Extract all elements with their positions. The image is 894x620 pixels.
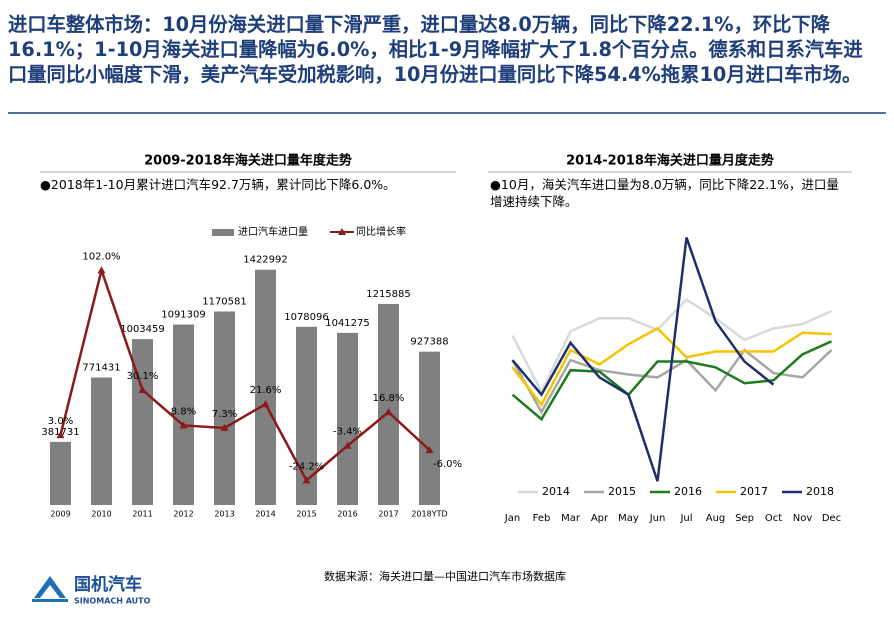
value-label: 1078096 — [284, 312, 329, 323]
bar — [132, 339, 153, 505]
x-tick-label: 2016 — [337, 510, 357, 519]
value-label: 21.6% — [250, 385, 282, 396]
legend-label: 2015 — [608, 485, 636, 498]
logo-icon — [32, 576, 68, 602]
value-label: 1091309 — [161, 310, 206, 321]
x-tick-label: 2014 — [255, 510, 275, 519]
bar — [255, 269, 276, 505]
bar — [50, 441, 71, 505]
logo-name: 国机汽车 — [74, 574, 142, 595]
x-tick-label: 2018YTD — [411, 510, 447, 519]
line — [59, 265, 431, 483]
legend-label: 同比增长率 — [356, 225, 406, 238]
value-label: 102.0% — [82, 251, 120, 262]
x-tick-label: Nov — [793, 513, 813, 524]
value-label: 1215885 — [366, 289, 411, 300]
x-tick-label: Feb — [533, 513, 551, 524]
x-tick-label: 2010 — [91, 510, 111, 519]
marker — [384, 408, 393, 416]
x-tick-label: May — [618, 513, 639, 524]
legend-swatch — [212, 229, 234, 236]
x-tick-label: Sep — [735, 513, 754, 524]
legend-label: 2016 — [674, 485, 702, 498]
chart-note: ●10月，海关汽车进口量为8.0万辆，同比下降22.1%，进口量增速持续下降。 — [490, 177, 839, 209]
value-label: 3.0% — [48, 416, 73, 427]
value-label: 8.8% — [171, 406, 196, 417]
value-label: 1003459 — [120, 324, 165, 335]
x-tick-label: 2015 — [296, 510, 316, 519]
marker — [343, 441, 352, 449]
marker — [56, 431, 65, 439]
value-label: -6.0% — [433, 459, 462, 470]
bar — [91, 377, 112, 505]
x-tick-label: Oct — [765, 513, 782, 524]
value-label: 1170581 — [202, 296, 247, 307]
logo-english: SINOMACH AUTO — [74, 597, 151, 606]
chart-note: ●2018年1-10月累计进口汽车92.7万辆，累计同比下降6.0%。 — [40, 177, 396, 192]
chart-title: 2009-2018年海关进口量年度走势 — [144, 153, 352, 169]
chart-title: 2014-2018年海关进口量月度走势 — [566, 153, 774, 169]
marker — [302, 476, 311, 484]
line — [511, 326, 832, 408]
x-tick-label: Apr — [591, 513, 609, 524]
x-tick-label: Jan — [504, 513, 520, 524]
legend-label: 进口汽车进口量 — [238, 225, 308, 238]
bar — [296, 326, 317, 505]
bar — [378, 303, 399, 505]
x-tick-label: Aug — [706, 513, 726, 524]
bar — [419, 351, 440, 505]
x-tick-label: 2011 — [132, 510, 152, 519]
bar — [214, 311, 235, 505]
x-tick-label: 2009 — [50, 510, 70, 519]
value-label: 927388 — [410, 337, 448, 348]
legend-label: 2018 — [806, 485, 834, 498]
value-label: 771431 — [82, 362, 120, 373]
source: 数据来源：海关进口量—中国进口汽车市场数据库 — [324, 569, 566, 583]
x-tick-label: 2017 — [378, 510, 398, 519]
x-tick-label: Jul — [679, 513, 692, 524]
value-label: 30.1% — [127, 371, 159, 382]
x-tick-label: Jun — [649, 513, 666, 524]
value-label: 7.3% — [212, 409, 237, 420]
value-label: -3.4% — [333, 427, 362, 438]
bar — [337, 332, 358, 505]
x-tick-label: 2013 — [214, 510, 234, 519]
legend-label: 2014 — [542, 485, 570, 498]
bar — [173, 324, 194, 505]
value-label: 1422992 — [243, 255, 288, 266]
legend-marker — [338, 228, 346, 235]
marker — [138, 385, 147, 393]
marker — [261, 400, 270, 408]
x-tick-label: Dec — [822, 513, 841, 524]
line — [511, 237, 775, 482]
value-label: 16.8% — [373, 393, 405, 404]
headline: 进口车整体市场：10月份海关进口量下滑严重，进口量达8.0万辆，同比下降22.1… — [8, 13, 863, 86]
legend-label: 2017 — [740, 485, 768, 498]
marker — [179, 421, 188, 429]
x-tick-label: Mar — [561, 513, 581, 524]
marker — [220, 423, 229, 431]
value-label: -24.2% — [289, 461, 324, 472]
x-tick-label: 2012 — [173, 510, 193, 519]
value-label: 1041275 — [325, 318, 370, 329]
line — [511, 297, 833, 395]
marker — [425, 446, 434, 454]
marker — [97, 266, 106, 274]
